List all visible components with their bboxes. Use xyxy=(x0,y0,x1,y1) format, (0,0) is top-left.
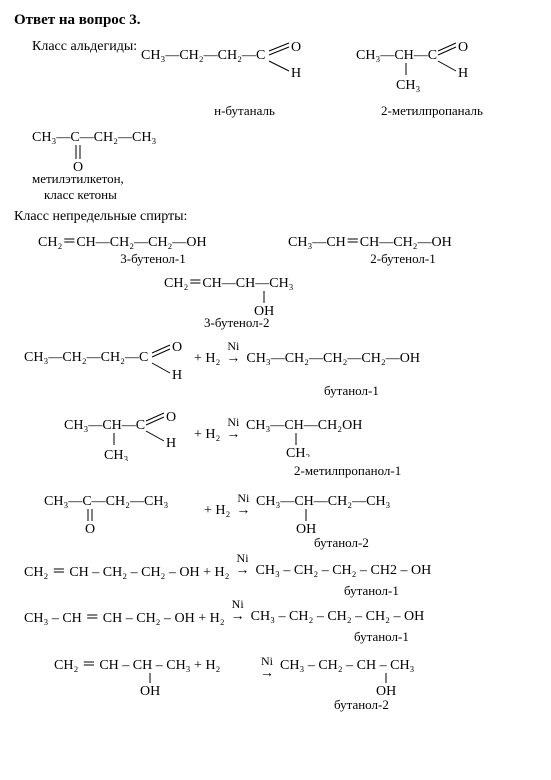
rxn5-cap: бутанол-1 xyxy=(354,629,537,645)
methylpropanal-caption: 2-метилпропаналь xyxy=(367,103,497,119)
reaction-1: CH₃—CH₂—CH₂—C O H + H₂ Ni → CH₃—CH₂—CH₂—… xyxy=(24,337,537,381)
rxn3-right: CH₃—CH—CH₂—CH₃ OH xyxy=(256,489,436,533)
svg-text:CH₃—CH₂—CH₂—C: CH₃—CH₂—CH₂—C xyxy=(24,350,148,365)
rxn3-plus: + H₂ xyxy=(204,503,230,519)
rxn5-left: CH₃ – CH ＝ CH – CH₂ – OH + H₂ xyxy=(24,607,225,627)
rxn6-cap: бутанол-2 xyxy=(334,697,537,713)
svg-text:H: H xyxy=(291,66,301,81)
rxn4-arrow: Ni → xyxy=(236,563,250,579)
butenol2-3-cap: 3-бутенол-2 xyxy=(204,315,537,331)
svg-text:CH₃—CH₂—CH₂—C: CH₃—CH₂—CH₂—C xyxy=(141,48,265,63)
rxn4-cap: бутанол-1 xyxy=(344,583,537,599)
mek-structure: CH₃—C—CH₂—CH₃ O xyxy=(32,127,192,171)
svg-text:CH₃—CH—C: CH₃—CH—C xyxy=(356,48,437,63)
reaction-4: CH₂ ＝ CH – CH₂ – CH₂ – OH + H₂ Ni → CH₃ … xyxy=(24,561,537,581)
rxn6-left: CH₂ ＝ CH – CH – CH₃ + H₂ OH xyxy=(54,653,254,695)
svg-text:CH₃—C—CH₂—CH₃: CH₃—C—CH₂—CH₃ xyxy=(44,494,168,509)
rxn1-cap: бутанол-1 xyxy=(324,383,537,399)
svg-text:CH₃: CH₃ xyxy=(104,448,128,461)
butenol-row: CH₂＝CH—CH₂—CH₂—OH 3-бутенол-1 CH₃—CH＝CH—… xyxy=(38,231,537,267)
reaction-5: CH₃ – CH ＝ CH – CH₂ – OH + H₂ Ni → CH₃ –… xyxy=(24,607,537,627)
unsat-label: Класс непредельные спирты: xyxy=(14,209,537,225)
svg-text:CH₃: CH₃ xyxy=(286,446,310,457)
rxn2-catalyst: Ni xyxy=(227,415,239,430)
rxn4-catalyst: Ni xyxy=(237,551,249,566)
svg-text:O: O xyxy=(85,522,95,533)
butenol1-3-cap: 3-бутенол-1 xyxy=(38,251,268,267)
rxn3-arrow: Ni → xyxy=(236,503,250,519)
reaction-2: CH₃—CH—C CH₃ O H + H₂ Ni → CH₃—CH—CH₂OH … xyxy=(64,409,537,461)
rxn6-right: CH₃ – CH₂ – CH – CH₃ OH xyxy=(280,653,460,695)
mek-caption-1: метилэтилкетон, xyxy=(32,171,537,187)
svg-text:CH₃—CH—C: CH₃—CH—C xyxy=(64,418,145,433)
svg-text:O: O xyxy=(172,340,182,355)
svg-text:CH₂ ＝ CH – CH – CH₃ + H₂: CH₂ ＝ CH – CH – CH₃ + H₂ xyxy=(54,658,221,673)
butenol1-2: CH₃—CH＝CH—CH₂—OH xyxy=(288,231,518,251)
svg-text:O: O xyxy=(291,40,301,55)
aldehyde-captions: н-бутаналь 2-метилпропаналь xyxy=(14,103,537,119)
aldehyde-row: Класс альдегиды: CH₃—CH₂—CH₂—C O H CH₃—C… xyxy=(14,39,537,97)
aldehyde-class-label: Класс альдегиды: xyxy=(32,39,137,55)
svg-text:CH₃ – CH₂ – CH – CH₃: CH₃ – CH₂ – CH – CH₃ xyxy=(280,658,415,673)
rxn6-catalyst: Ni xyxy=(261,654,273,669)
rxn1-left: CH₃—CH₂—CH₂—C O H xyxy=(24,337,194,381)
nbutanal-structure: CH₃—CH₂—CH₂—C O H xyxy=(141,39,326,97)
svg-text:H: H xyxy=(172,368,182,381)
mek-caption-2: класс кетоны xyxy=(44,187,537,203)
reaction-6: CH₂ ＝ CH – CH – CH₃ + H₂ OH Ni → CH₃ – C… xyxy=(54,653,537,695)
rxn2-cap: 2-метилпропанол-1 xyxy=(294,463,537,479)
rxn4-left: CH₂ ＝ CH – CH₂ – CH₂ – OH + H₂ xyxy=(24,561,230,581)
mek-block: CH₃—C—CH₂—CH₃ O метилэтилкетон, класс ке… xyxy=(32,127,537,203)
rxn3-catalyst: Ni xyxy=(237,491,249,506)
svg-text:OH: OH xyxy=(254,304,274,315)
svg-text:O: O xyxy=(73,160,83,171)
methylpropanal-structure: CH₃—CH—C CH₃ O H xyxy=(356,39,506,97)
svg-text:OH: OH xyxy=(140,684,160,695)
rxn6-arrow: Ni → xyxy=(260,666,274,682)
page-title: Ответ на вопрос 3. xyxy=(14,12,537,29)
rxn5-catalyst: Ni xyxy=(232,597,244,612)
rxn5-arrow: Ni → xyxy=(231,609,245,625)
rxn1-catalyst: Ni xyxy=(227,339,239,354)
svg-text:O: O xyxy=(166,410,176,425)
svg-text:OH: OH xyxy=(376,684,396,695)
butenol2-3-block: CH₂＝CH—CH—CH₃ OH 3-бутенол-2 xyxy=(164,273,537,331)
rxn5-right: CH₃ – CH₂ – CH₂ – CH₂ – OH xyxy=(251,609,425,625)
rxn3-left: CH₃—C—CH₂—CH₃ O xyxy=(44,489,204,533)
rxn4-right: CH₃ – CH₂ – CH₂ – CH2 – OH xyxy=(256,563,432,579)
butenol2-3-structure: CH₂＝CH—CH—CH₃ OH xyxy=(164,273,344,315)
svg-text:O: O xyxy=(458,40,468,55)
svg-text:CH₃: CH₃ xyxy=(396,78,420,93)
rxn2-arrow: Ni → xyxy=(226,427,240,443)
svg-text:CH₃—CH—CH₂OH: CH₃—CH—CH₂OH xyxy=(246,418,362,433)
reaction-3: CH₃—C—CH₂—CH₃ O + H₂ Ni → CH₃—CH—CH₂—CH₃… xyxy=(44,489,537,533)
rxn3-cap: бутанол-2 xyxy=(314,535,537,551)
butenol1-2-cap: 2-бутенол-1 xyxy=(288,251,518,267)
rxn2-left: CH₃—CH—C CH₃ O H xyxy=(64,409,194,461)
svg-text:CH₃—C—CH₂—CH₃: CH₃—C—CH₂—CH₃ xyxy=(32,130,156,145)
rxn1-arrow: Ni → xyxy=(226,351,240,367)
svg-text:CH₂＝CH—CH—CH₃: CH₂＝CH—CH—CH₃ xyxy=(164,276,294,291)
rxn2-plus: + H₂ xyxy=(194,427,220,443)
svg-text:H: H xyxy=(166,436,176,451)
rxn1-plus: + H₂ xyxy=(194,351,220,367)
svg-text:OH: OH xyxy=(296,522,316,533)
svg-text:H: H xyxy=(458,66,468,81)
nbutanal-caption: н-бутаналь xyxy=(152,103,337,119)
rxn1-right: CH₃—CH₂—CH₂—CH₂—OH xyxy=(246,351,420,367)
butenol1-3: CH₂＝CH—CH₂—CH₂—OH xyxy=(38,231,268,251)
svg-text:CH₃—CH—CH₂—CH₃: CH₃—CH—CH₂—CH₃ xyxy=(256,494,391,509)
rxn2-right: CH₃—CH—CH₂OH CH₃ xyxy=(246,413,406,457)
